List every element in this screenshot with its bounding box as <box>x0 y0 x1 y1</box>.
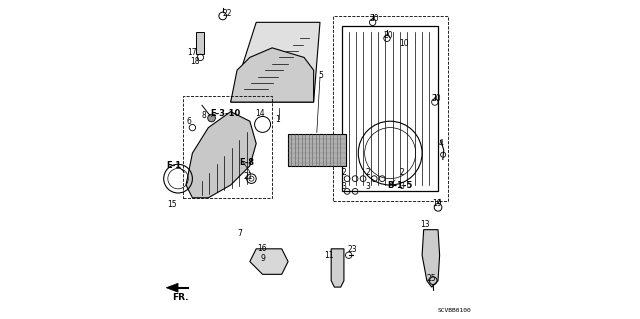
Text: SCVBB0100: SCVBB0100 <box>438 308 472 313</box>
Text: 20: 20 <box>370 14 380 23</box>
Text: 4: 4 <box>438 139 444 148</box>
Text: 2: 2 <box>399 168 404 177</box>
Text: 13: 13 <box>420 220 430 229</box>
Text: 14: 14 <box>255 109 265 118</box>
Text: E-8: E-8 <box>239 158 255 167</box>
Text: 20: 20 <box>384 31 394 40</box>
Text: 20: 20 <box>431 94 441 103</box>
Text: 1: 1 <box>275 115 280 124</box>
Text: 5: 5 <box>318 71 323 80</box>
Text: 22: 22 <box>222 9 232 18</box>
Text: 23: 23 <box>348 245 357 254</box>
Polygon shape <box>422 230 440 287</box>
Text: 19: 19 <box>432 199 442 208</box>
Text: B-1-5: B-1-5 <box>387 181 412 189</box>
Polygon shape <box>230 22 320 102</box>
Text: 2: 2 <box>365 168 371 177</box>
Text: 21: 21 <box>243 172 253 181</box>
Polygon shape <box>230 48 314 102</box>
Text: 2: 2 <box>341 168 346 177</box>
Text: 18: 18 <box>190 57 199 66</box>
Bar <box>333 16 447 201</box>
Bar <box>342 26 438 191</box>
Text: FR.: FR. <box>172 293 189 302</box>
Text: 11: 11 <box>324 251 334 260</box>
Text: 3: 3 <box>365 182 371 191</box>
Text: 17: 17 <box>187 48 196 57</box>
Text: 10: 10 <box>399 39 409 48</box>
Text: 6: 6 <box>187 117 191 126</box>
Text: 16: 16 <box>257 244 267 253</box>
Text: E-1: E-1 <box>166 161 181 170</box>
Text: 9: 9 <box>261 254 266 263</box>
Bar <box>196 32 204 54</box>
Polygon shape <box>250 249 288 274</box>
Text: 15: 15 <box>168 200 177 209</box>
Polygon shape <box>186 112 256 198</box>
Text: 25: 25 <box>426 274 436 283</box>
Polygon shape <box>331 249 344 287</box>
Text: 7: 7 <box>237 229 242 238</box>
Circle shape <box>208 114 216 122</box>
Text: 8: 8 <box>201 111 206 120</box>
Text: 3: 3 <box>341 182 346 191</box>
Bar <box>183 96 272 198</box>
Text: E-3-10: E-3-10 <box>210 109 240 118</box>
Bar <box>288 134 346 166</box>
Text: 3: 3 <box>399 182 404 191</box>
Polygon shape <box>166 283 178 292</box>
